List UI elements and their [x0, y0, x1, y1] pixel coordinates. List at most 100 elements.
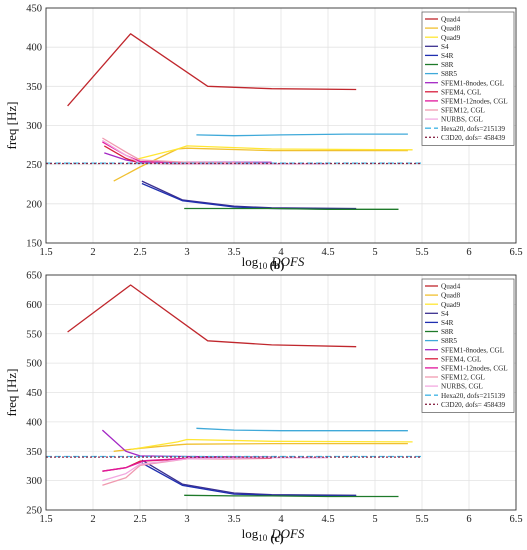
series-line-1 — [67, 284, 357, 348]
y-tick-label: 350 — [26, 447, 42, 458]
legend-entry: SFEM1-12nodes, CGL — [441, 365, 508, 373]
series-line-11 — [102, 137, 272, 164]
x-tick-label: 1.5 — [39, 247, 52, 258]
panel-label: (b) — [270, 258, 285, 272]
x-tick-label: 6 — [466, 247, 471, 258]
legend-entry: S8R — [441, 328, 454, 336]
y-tick-label: 650 — [26, 271, 42, 282]
legend-entry: Hexa20, dofs=215139 — [441, 392, 505, 400]
legend-entry: S4 — [441, 43, 449, 51]
y-tick-label: 200 — [26, 199, 42, 210]
legend-entry: C3D20, dofs= 458439 — [441, 401, 506, 409]
axes-frame — [45, 7, 517, 244]
series-line-1 — [67, 33, 357, 107]
y-tick-label: 300 — [26, 121, 42, 132]
chart-panel-1: 1.5 2 2.5 3 3.5 4 4.5 5 5.5 6 6.5 150 200 250 300 350 40… — [4, 4, 523, 273]
legend-entry: Hexa20, dofs=215139 — [441, 125, 505, 133]
legend-entry: S4 — [441, 310, 449, 318]
legend-entry: Quad8 — [441, 25, 461, 33]
legend-entry: S4R — [441, 52, 454, 60]
y-tick-label: 400 — [26, 43, 42, 54]
legend-entry: SFEM1-12nodes, CGL — [441, 98, 508, 106]
x-tick-label: 4 — [278, 247, 284, 258]
legend-entry: Quad8 — [441, 292, 461, 300]
x-tick-label: 6.5 — [509, 247, 522, 258]
y-axis-label: freq [Hz] — [4, 102, 19, 150]
series-line-7 — [196, 427, 408, 432]
legend-entry: Quad9 — [441, 34, 461, 42]
legend: Quad4Quad8Quad9S4S4RS8RS8R5SFEM1-8nodes,… — [421, 278, 515, 413]
x-tick-label: 2 — [90, 514, 95, 525]
legend-entry: S8R — [441, 61, 454, 69]
series-line-12 — [102, 457, 328, 482]
y-tick-label: 450 — [26, 4, 42, 15]
x-tick-label: 2 — [90, 247, 95, 258]
x-axis-label: log10 DOFS — [242, 526, 305, 543]
x-tick-label: 4.5 — [321, 247, 334, 258]
x-tick-label: 5 — [372, 247, 377, 258]
chart-panel-2: 1.5 2 2.5 3 3.5 4 4.5 5 5.5 6 6.5 250 300 350 400 450 50… — [4, 271, 523, 546]
legend-entry: C3D20, dofs= 458439 — [441, 134, 506, 142]
legend-entry: SFEM4, CGL — [441, 355, 481, 363]
legend-entry: SFEM1-8nodes, CGL — [441, 79, 504, 87]
x-tick-label: 3.5 — [227, 247, 240, 258]
legend-entry: NURBS, CGL — [441, 383, 483, 391]
legend-entry: NURBS, CGL — [441, 116, 483, 124]
x-tick-label: 2.5 — [133, 247, 146, 258]
legend-entry: S8R5 — [441, 70, 457, 78]
y-axis-label: freq [Hz] — [4, 369, 19, 417]
x-tick-label: 6 — [466, 514, 471, 525]
legend-entry: Quad9 — [441, 301, 461, 309]
legend-entry: SFEM1-8nodes, CGL — [441, 346, 504, 354]
series-line-2 — [113, 147, 408, 182]
y-tick-label: 600 — [26, 300, 42, 311]
y-tick-label: 250 — [26, 506, 42, 517]
legend-entry: Quad4 — [441, 16, 461, 24]
legend-box — [421, 278, 515, 413]
y-tick-label: 250 — [26, 160, 42, 171]
x-axis-label-subscript: 10 — [258, 261, 268, 271]
x-tick-label: 5.5 — [415, 247, 428, 258]
legend-entry: SFEM12, CGL — [441, 374, 485, 382]
series-line-3 — [130, 438, 413, 451]
x-axis-label-subscript: 10 — [258, 533, 268, 543]
series-line-6 — [184, 494, 399, 498]
x-tick-label: 6.5 — [509, 514, 522, 525]
y-tick-label: 400 — [26, 417, 42, 428]
x-tick-label: 5 — [372, 514, 377, 525]
y-tick-label: 500 — [26, 359, 42, 370]
y-tick-label: 450 — [26, 388, 42, 399]
x-axis-label-base: log — [242, 526, 259, 541]
series-line-6 — [184, 207, 399, 210]
y-tick-label: 300 — [26, 476, 42, 487]
x-tick-label: 5.5 — [415, 514, 428, 525]
legend-entry: SFEM4, CGL — [441, 88, 481, 96]
series-line-4 — [141, 180, 357, 210]
series-line-7 — [196, 133, 408, 137]
x-tick-label: 3 — [184, 247, 189, 258]
series-line-3 — [130, 145, 413, 162]
x-axis-label-variable: DOFS — [270, 526, 305, 541]
y-tick-label: 150 — [26, 239, 42, 250]
x-axis-label: log10 DOFS — [242, 254, 305, 271]
legend-entry: S4R — [441, 319, 454, 327]
x-tick-label: 3.5 — [227, 514, 240, 525]
panel-label: (c) — [270, 531, 283, 545]
x-axis-label-base: log — [242, 254, 259, 269]
legend-entry: Quad4 — [441, 283, 461, 291]
legend: Quad4Quad8Quad9S4S4RS8RS8R5SFEM1-8nodes,… — [421, 11, 515, 146]
x-tick-label: 2.5 — [133, 514, 146, 525]
series-line-5 — [141, 462, 357, 497]
y-tick-label: 350 — [26, 82, 42, 93]
x-tick-label: 4 — [278, 514, 284, 525]
x-tick-label: 3 — [184, 514, 189, 525]
x-tick-label: 4.5 — [321, 514, 334, 525]
legend-entry: S8R5 — [441, 337, 457, 345]
legend-box — [421, 11, 515, 146]
y-tick-label: 550 — [26, 329, 42, 340]
x-axis-label-variable: DOFS — [270, 254, 305, 269]
legend-entry: SFEM12, CGL — [441, 107, 485, 115]
axes-frame — [45, 274, 517, 511]
x-tick-label: 1.5 — [39, 514, 52, 525]
